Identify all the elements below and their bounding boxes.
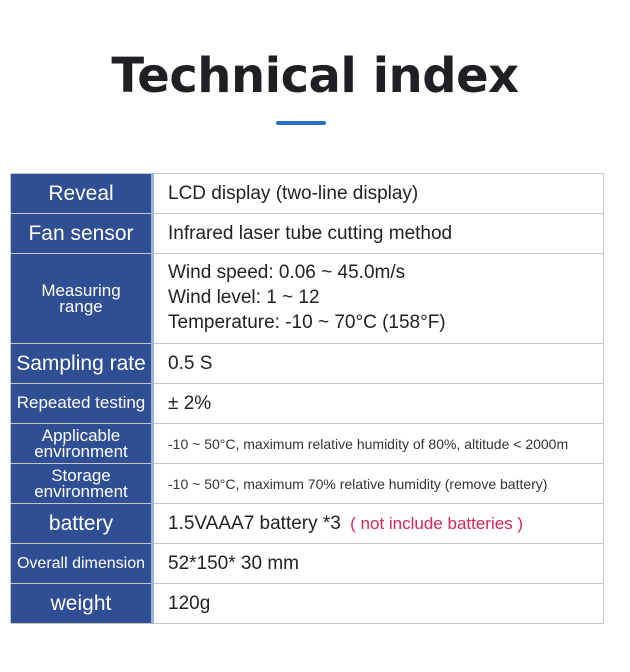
row-label: Fan sensor [28,221,134,245]
table-row: Measuring range Wind speed: 0.06 ~ 45.0m… [10,253,604,344]
row-label-cell: weight [10,583,154,624]
row-label: weight [50,591,112,615]
row-label: Overall dimension [16,554,146,572]
value-line: Temperature: -10 ~ 70°C (158°F) [168,311,446,333]
title-underline [276,121,326,125]
table-row: battery 1.5VAAA7 battery *3 ( not includ… [10,503,604,544]
row-label-cell: Measuring range [10,253,154,344]
row-label-cell: Storage environment [10,463,154,504]
row-value: 1.5VAAA7 battery *3 ( not include batter… [152,503,604,544]
table-row: Reveal LCD display (two-line display) [10,173,604,214]
row-label: battery [48,511,114,535]
row-label-cell: Sampling rate [10,343,154,384]
row-label-cell: Overall dimension [10,543,154,584]
row-value: ± 2% [152,383,604,424]
table-row: Repeated testing ± 2% [10,383,604,424]
table-row: Overall dimension 52*150* 30 mm [10,543,604,584]
value-line: Wind level: 1 ~ 12 [168,287,320,309]
page-title: Technical index [111,48,519,104]
row-label-cell: Fan sensor [10,213,154,254]
row-value: Infrared laser tube cutting method [152,213,604,254]
row-label-line: Applicable [41,426,121,446]
value-line: Wind speed: 0.06 ~ 45.0m/s [168,262,406,284]
table-row: weight 120g [10,583,604,624]
table-row: Fan sensor Infrared laser tube cutting m… [10,213,604,254]
row-label-cell: Reveal [10,173,154,214]
spec-table: Reveal LCD display (two-line display) Fa… [10,173,604,624]
row-label-line: Storage [51,466,111,486]
row-label-cell: Repeated testing [10,383,154,424]
row-label-line: Measuring [41,281,121,301]
row-label-cell: Applicable environment [10,423,154,464]
row-value: -10 ~ 50°C, maximum 70% relative humidit… [152,463,604,504]
table-row: Sampling rate 0.5 S [10,343,604,384]
row-label: Sampling rate [16,351,146,375]
table-row: Applicable environment -10 ~ 50°C, maxim… [10,423,604,464]
battery-spec: 1.5VAAA7 battery *3 [168,512,341,534]
row-value: -10 ~ 50°C, maximum relative humidity of… [152,423,604,464]
row-value: LCD display (two-line display) [152,173,604,214]
row-label-cell: battery [10,503,154,544]
row-value: Wind speed: 0.06 ~ 45.0m/s Wind level: 1… [152,253,604,344]
row-value: 0.5 S [152,343,604,384]
row-label-line: environment [34,441,128,461]
row-label: Repeated testing [16,392,146,412]
table-row: Storage environment -10 ~ 50°C, maximum … [10,463,604,504]
row-label: Reveal [48,181,114,205]
row-label-line: range [59,296,103,316]
row-value: 120g [152,583,604,624]
row-label-line: environment [34,481,128,501]
battery-note: ( not include batteries ) [350,513,524,533]
row-value: 52*150* 30 mm [152,543,604,584]
